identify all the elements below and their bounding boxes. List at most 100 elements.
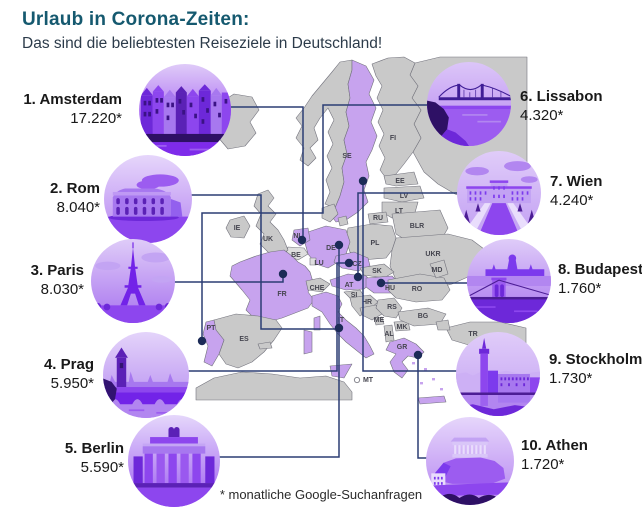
destination-value: 5.950*	[50, 375, 94, 392]
city-markers	[197, 176, 423, 360]
destination-value: 4.240*	[550, 192, 594, 209]
country-greece	[385, 337, 425, 379]
destination-value: 1.720*	[521, 456, 565, 473]
country-label-es: ES	[239, 336, 249, 343]
country-sardinia	[303, 329, 313, 355]
illustration-prag	[103, 332, 189, 418]
destination-name: 2. Rom	[49, 180, 100, 197]
destination-name: 9. Stockholm	[549, 351, 642, 368]
country-finland	[371, 56, 422, 179]
country-label-at: AT	[345, 282, 355, 289]
country-label-si: SI	[351, 292, 358, 299]
destination-name: 8. Budapest	[558, 261, 642, 278]
illustration-paris	[91, 239, 175, 323]
country-label-it: IT	[338, 317, 345, 324]
canal-houses	[140, 84, 231, 136]
country-label-me: ME	[374, 317, 385, 324]
bridge-tower	[115, 347, 128, 388]
map-countries	[195, 56, 528, 405]
destination-value: 1.760*	[558, 280, 602, 297]
country-moldova	[429, 259, 449, 279]
suspension-bridge	[438, 83, 511, 101]
country-latvia	[383, 185, 425, 203]
destination-value: 1.730*	[549, 370, 593, 387]
greek-islands	[412, 362, 447, 405]
country-label-ru: RU	[373, 215, 383, 222]
footnote: * monatliche Google-Suchanfragen	[219, 487, 423, 502]
marker-wien	[353, 272, 363, 282]
country-label-pt: PT	[207, 325, 217, 332]
marker-rom	[334, 323, 344, 333]
country-label-fr: FR	[277, 291, 286, 298]
clouds	[465, 161, 538, 183]
destination-name: 4. Prag	[43, 356, 94, 373]
connector-stockholm	[362, 183, 459, 372]
destination-athen: 10. Athen 1.720*	[521, 436, 588, 474]
connector-prag	[186, 262, 348, 372]
destination-value: 8.030*	[40, 281, 84, 298]
country-uk	[253, 189, 289, 257]
country-label-blr: BLR	[410, 223, 424, 230]
destination-berlin: 5. Berlin 5.590*	[65, 439, 124, 477]
destination-name: 3. Paris	[30, 262, 84, 279]
country-label-mk: MK	[397, 324, 408, 331]
page-title: Urlaub in Corona-Zeiten:	[22, 9, 250, 30]
marker-amsterdam	[297, 235, 307, 245]
illustration-rom	[104, 155, 192, 243]
marker-stockholm	[358, 176, 368, 186]
malta-outline	[353, 376, 361, 384]
illustration-stockholm	[456, 332, 540, 416]
country-label-fi: FI	[390, 135, 396, 142]
country-italy	[311, 291, 375, 359]
country-label-tr: TR	[468, 331, 477, 338]
destination-paris: 3. Paris 8.030*	[31, 261, 84, 299]
country-label-bg: BG	[418, 313, 429, 320]
country-label-al: AL	[384, 331, 394, 338]
country-label-sk: SK	[372, 268, 382, 275]
cloud	[136, 174, 179, 190]
country-label-uk: UK	[263, 236, 273, 243]
country-balearics	[257, 341, 273, 350]
colosseum	[112, 188, 183, 217]
page-subtitle: Das sind die beliebtesten Reiseziele in …	[22, 35, 383, 52]
clouds	[95, 252, 172, 283]
bridge-arches	[103, 392, 189, 405]
destination-value: 17.220*	[70, 110, 122, 127]
destination-wien: 7. Wien 4.240*	[550, 172, 602, 210]
destination-value: 4.320*	[520, 107, 564, 124]
destination-value: 5.590*	[80, 459, 124, 476]
country-label-mt: MT	[363, 377, 374, 384]
country-label-ukr: UKR	[425, 251, 440, 258]
country-label-ro: RO	[412, 286, 423, 293]
country-romania	[387, 273, 451, 303]
destination-value: 8.040*	[56, 199, 100, 216]
header: Urlaub in Corona-Zeiten: Das sind die be…	[22, 9, 382, 53]
country-serbia	[375, 297, 403, 319]
country-kaliningrad	[367, 211, 389, 225]
illustration-amsterdam	[139, 64, 231, 156]
destination-stockholm: 9. Stockholm 1.730*	[549, 350, 642, 388]
country-albania	[383, 324, 395, 343]
marker-athen	[413, 350, 423, 360]
destination-budapest: 8. Budapest 1.760*	[558, 260, 642, 298]
destination-name: 5. Berlin	[64, 440, 124, 457]
country-label-pl: PL	[371, 240, 381, 247]
marker-lissabon	[197, 336, 207, 346]
country-label-md: MD	[432, 267, 443, 274]
country-label-che: CHE	[310, 285, 325, 292]
country-france	[229, 249, 315, 323]
illustration-athen	[426, 417, 514, 505]
country-ireland	[225, 215, 251, 239]
country-label-de: DE	[326, 245, 336, 252]
country-turkey-eu	[435, 319, 451, 331]
country-label-lt: LT	[395, 208, 404, 215]
marker-berlin	[334, 240, 344, 250]
destination-rom: 2. Rom 8.040*	[50, 179, 100, 217]
eiffel-tower	[120, 242, 146, 306]
region-north-africa	[195, 371, 353, 401]
country-label-lv: LV	[400, 193, 409, 200]
destination-name: 10. Athen	[521, 437, 588, 454]
country-label-gr: GR	[397, 344, 408, 351]
chain-bridge	[467, 277, 551, 303]
